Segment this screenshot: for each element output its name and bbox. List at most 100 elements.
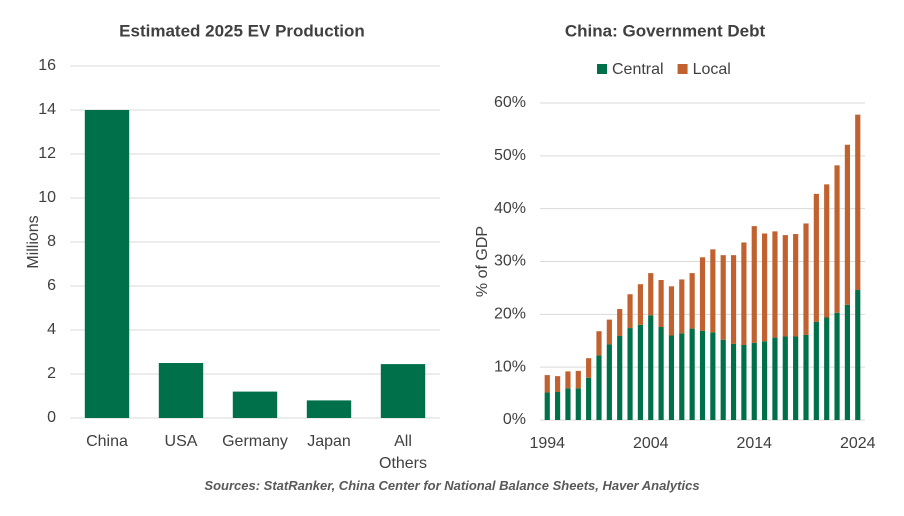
chart-title: Estimated 2025 EV Production xyxy=(119,21,365,40)
y-tick-label: 4 xyxy=(47,321,56,338)
bar-segment xyxy=(606,344,612,420)
bar-segment xyxy=(741,242,747,345)
x-tick-label: Germany xyxy=(222,433,288,450)
bar-segment xyxy=(586,377,592,420)
legend-label: Central xyxy=(612,61,664,78)
bar-segment xyxy=(606,319,612,345)
bar-segment xyxy=(668,286,675,336)
bar-segment xyxy=(813,321,819,420)
bar-segment xyxy=(834,165,840,313)
bar-segment xyxy=(637,284,643,325)
bar-segment xyxy=(555,376,561,392)
legend-label: Local xyxy=(693,61,731,78)
bar-segment xyxy=(710,249,716,333)
bar-segment xyxy=(741,344,747,420)
bar xyxy=(380,364,426,418)
x-tick-label: Japan xyxy=(307,433,351,450)
bar-segment xyxy=(555,391,561,420)
bar-segment xyxy=(637,324,643,420)
bar-segment xyxy=(627,294,633,329)
bar-segment xyxy=(730,255,737,344)
x-tick-label: 2014 xyxy=(736,435,772,452)
legend-swatch xyxy=(677,64,688,74)
y-tick-label: 50% xyxy=(494,147,526,164)
bar-segment xyxy=(699,257,706,331)
y-tick-label: 6 xyxy=(47,277,56,294)
y-tick-label: 8 xyxy=(47,233,56,250)
chart-title: China: Government Debt xyxy=(565,21,766,40)
bar-segment xyxy=(658,279,664,328)
bar-segment xyxy=(565,388,571,420)
bar-segment xyxy=(782,336,788,420)
y-tick-label: 2 xyxy=(47,365,56,382)
bar-segment xyxy=(617,335,623,420)
y-tick-label: 30% xyxy=(494,253,526,270)
bar-segment xyxy=(648,273,654,316)
bar-segment xyxy=(824,317,830,420)
bar xyxy=(232,391,278,418)
y-tick-label: 14 xyxy=(38,101,56,118)
bar-segment xyxy=(762,341,768,420)
y-tick-label: 16 xyxy=(38,57,56,74)
bar-segment xyxy=(679,279,685,334)
bar-segment xyxy=(596,331,602,356)
bar-segment xyxy=(844,304,850,420)
x-tick-label: 2004 xyxy=(633,435,669,452)
bar-segment xyxy=(855,290,861,420)
bar-segment xyxy=(730,343,737,420)
bar-segment xyxy=(679,333,685,420)
bar-segment xyxy=(793,234,799,337)
legend-swatch xyxy=(597,64,607,74)
bar-segment xyxy=(689,328,695,420)
bar-segment xyxy=(699,330,706,420)
y-tick-label: 20% xyxy=(494,306,526,323)
bar-segment xyxy=(648,315,654,420)
bar-segment xyxy=(658,327,664,420)
y-tick-label: 10 xyxy=(38,189,56,206)
bar-segment xyxy=(772,337,778,420)
bar-segment xyxy=(544,392,550,420)
y-tick-label: 0% xyxy=(503,411,526,428)
x-tick-label: China xyxy=(86,433,128,450)
x-tick-label: USA xyxy=(164,433,198,450)
bar-segment xyxy=(596,355,602,420)
bar-segment xyxy=(544,375,550,393)
bar-segment xyxy=(751,342,757,420)
bar-segment xyxy=(586,358,592,378)
bar-segment xyxy=(813,193,819,322)
bar-segment xyxy=(793,336,799,420)
bar-segment xyxy=(710,332,716,420)
source-note: Sources: StatRanker, China Center for Na… xyxy=(204,478,700,493)
bar-segment xyxy=(824,184,830,318)
bar-segment xyxy=(575,370,581,389)
bar-segment xyxy=(565,371,571,389)
y-axis-label: % of GDP xyxy=(474,226,491,297)
bar-segment xyxy=(751,226,757,343)
bar xyxy=(306,400,352,418)
bar-segment xyxy=(762,233,768,342)
y-tick-label: 10% xyxy=(494,358,526,375)
y-tick-label: 12 xyxy=(38,145,56,162)
x-tick-label: 1994 xyxy=(529,435,565,452)
bar-segment xyxy=(720,255,726,340)
y-axis-label: Millions xyxy=(25,215,42,268)
y-tick-label: 0 xyxy=(47,409,56,426)
bar-segment xyxy=(720,339,726,420)
bar-segment xyxy=(803,223,809,335)
x-tick-label: 2024 xyxy=(840,435,876,452)
bar-segment xyxy=(855,114,861,291)
bar-segment xyxy=(834,312,840,420)
bar-segment xyxy=(803,334,809,420)
bar-segment xyxy=(617,309,623,336)
bar-segment xyxy=(668,335,675,420)
y-tick-label: 60% xyxy=(494,94,526,111)
bar-segment xyxy=(627,328,633,420)
bar-segment xyxy=(772,231,778,338)
y-tick-label: 40% xyxy=(494,200,526,217)
bar xyxy=(84,110,130,418)
bar-segment xyxy=(782,235,788,337)
bar-segment xyxy=(689,273,695,329)
bar xyxy=(158,363,204,418)
